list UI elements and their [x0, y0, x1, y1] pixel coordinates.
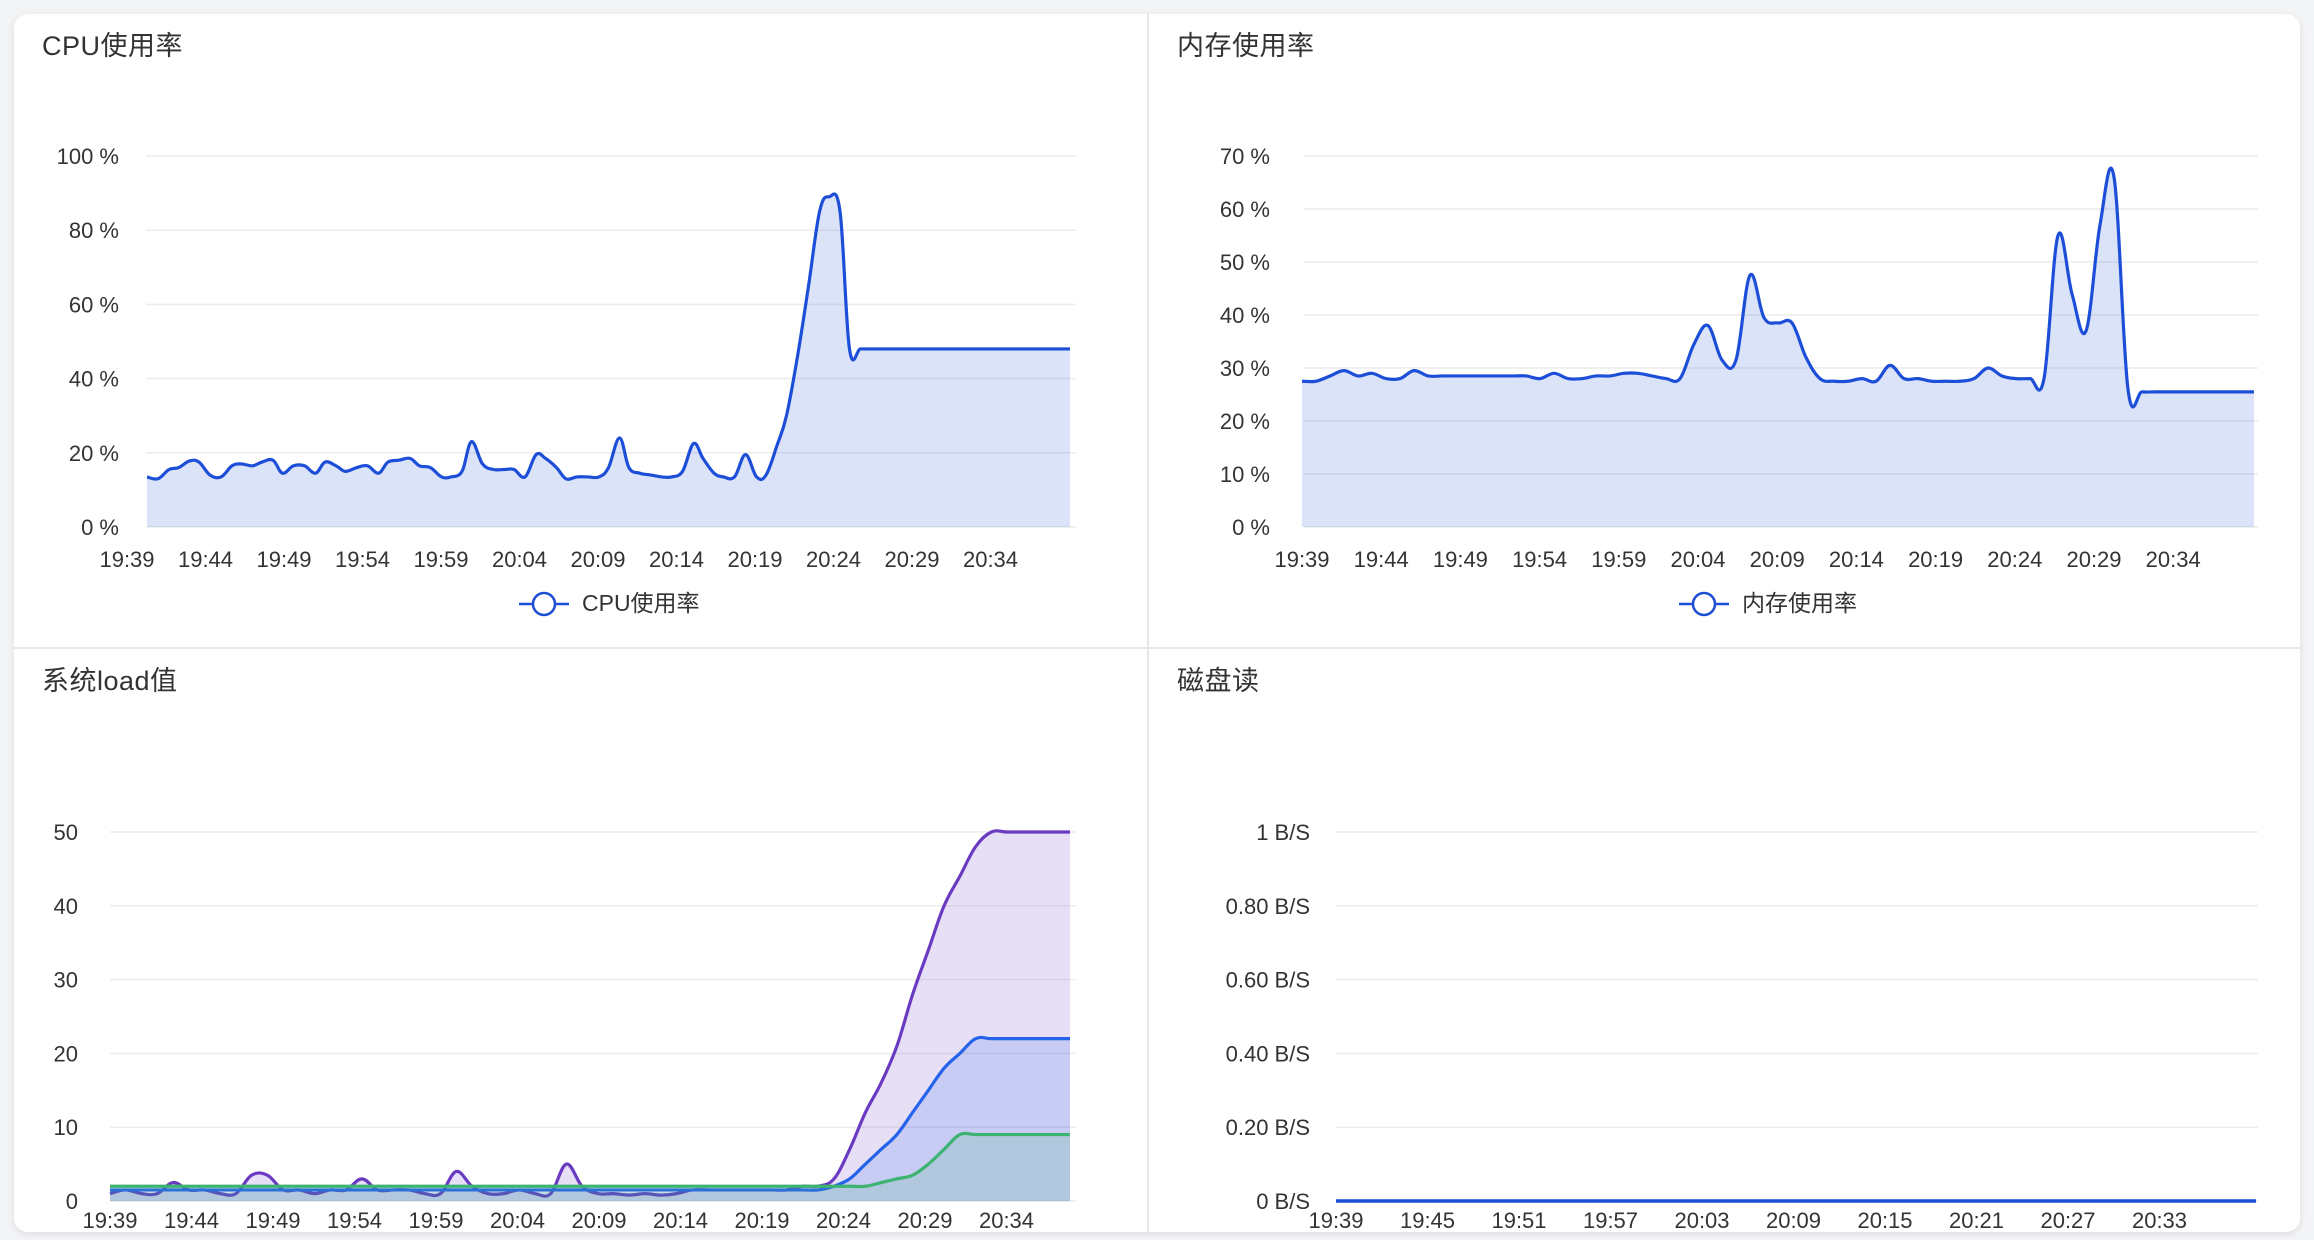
x-tick-label: 19:44	[1354, 547, 1409, 572]
x-tick-label: 19:59	[413, 547, 468, 572]
series-line	[146, 192, 1070, 482]
system-load-panel: 系统load值 0 10 20 30 40 50 19:39 19:44 19:49 19:54 1…	[14, 649, 1149, 1232]
x-tick-label: 19:49	[256, 547, 311, 572]
y-tick-label: 0 B/S	[1256, 1189, 1310, 1214]
y-tick-label: 40 %	[69, 367, 119, 392]
x-tick-label: 19:39	[99, 547, 154, 572]
series-area	[110, 1037, 1070, 1201]
system-load-chart: 0 10 20 30 40 50 19:39 19:44 19:49 19:54 19:59 20:0…	[54, 820, 1076, 1232]
x-tick-label: 20:19	[1908, 547, 1963, 572]
disk-read-chart: 0 B/S 0.20 B/S 0.40 B/S 0.60 B/S 0.80 B/S 1 B…	[1226, 820, 2258, 1232]
x-tick-label: 20:33	[2132, 1208, 2187, 1232]
x-tick-label: 20:34	[963, 547, 1018, 572]
x-tick-label: 19:39	[1274, 547, 1329, 572]
legend-circle-icon	[531, 591, 557, 617]
x-tick-label: 20:19	[734, 1208, 789, 1232]
x-tick-label: 20:04	[1670, 547, 1725, 572]
legend-label: CPU使用率	[582, 590, 700, 616]
y-tick-label: 0 %	[1232, 515, 1270, 540]
panel-title: 磁盘读	[1177, 666, 1260, 696]
panel-title: 系统load值	[42, 666, 178, 696]
memory-usage-chart: 0 % 10 % 20 % 30 % 40 % 50 % 60 % 70 % 19:39 19:4…	[1220, 144, 2258, 617]
y-tick-label: 10	[54, 1115, 78, 1140]
x-tick-label: 20:24	[806, 547, 861, 572]
x-tick-label: 20:15	[1857, 1208, 1912, 1232]
x-tick-label: 20:24	[1987, 547, 2042, 572]
y-tick-label: 100 %	[57, 144, 119, 169]
x-tick-label: 20:09	[1750, 547, 1805, 572]
x-tick-label: 19:57	[1583, 1208, 1638, 1232]
y-tick-label: 50	[54, 820, 78, 845]
y-tick-label: 0 %	[81, 515, 119, 540]
y-tick-label: 20	[54, 1041, 78, 1066]
x-tick-label: 20:14	[653, 1208, 708, 1232]
x-tick-label: 20:34	[979, 1208, 1034, 1232]
monitoring-dashboard: CPU使用率 0 % 20 % 40 % 60 % 80 % 100 % 19:39 19:4…	[14, 14, 2300, 1232]
x-tick-label: 20:09	[571, 1208, 626, 1232]
x-tick-label: 19:39	[82, 1208, 137, 1232]
legend-item[interactable]: 内存使用率	[1679, 590, 1857, 617]
panel-title: 内存使用率	[1177, 31, 1315, 61]
x-tick-label: 20:04	[492, 547, 547, 572]
x-tick-label: 19:49	[245, 1208, 300, 1232]
cpu-usage-panel: CPU使用率 0 % 20 % 40 % 60 % 80 % 100 % 19:39 19:4…	[14, 14, 1149, 649]
x-tick-label: 20:14	[649, 547, 704, 572]
x-tick-label: 19:39	[1308, 1208, 1363, 1232]
x-tick-label: 19:54	[335, 547, 390, 572]
x-tick-label: 20:24	[816, 1208, 871, 1232]
legend-circle-icon	[1691, 591, 1717, 617]
series-area	[1302, 168, 2254, 527]
y-tick-label: 80 %	[69, 218, 119, 243]
x-tick-label: 19:54	[327, 1208, 382, 1232]
x-tick-label: 19:44	[164, 1208, 219, 1232]
x-tick-label: 19:59	[408, 1208, 463, 1232]
x-tick-label: 20:29	[897, 1208, 952, 1232]
series-line	[1301, 166, 2254, 409]
x-tick-label: 19:45	[1400, 1208, 1455, 1232]
cpu-usage-chart: 0 % 20 % 40 % 60 % 80 % 100 % 19:39 19:44 19:49 1…	[57, 144, 1076, 617]
y-tick-label: 20 %	[69, 441, 119, 466]
x-tick-label: 19:44	[178, 547, 233, 572]
y-tick-label: 1 B/S	[1256, 820, 1310, 845]
y-tick-label: 50 %	[1220, 250, 1270, 275]
x-tick-label: 19:51	[1491, 1208, 1546, 1232]
x-tick-label: 20:14	[1829, 547, 1884, 572]
x-tick-label: 19:49	[1433, 547, 1488, 572]
y-tick-label: 10 %	[1220, 462, 1270, 487]
panel-title: CPU使用率	[42, 31, 184, 61]
x-tick-label: 20:04	[490, 1208, 545, 1232]
y-tick-label: 20 %	[1220, 409, 1270, 434]
y-tick-label: 0.80 B/S	[1226, 894, 1310, 919]
x-tick-label: 19:59	[1591, 547, 1646, 572]
x-tick-label: 20:29	[884, 547, 939, 572]
legend-item[interactable]: CPU使用率	[519, 590, 700, 617]
y-tick-label: 70 %	[1220, 144, 1270, 169]
y-tick-label: 30	[54, 968, 78, 993]
y-tick-label: 0.40 B/S	[1226, 1041, 1310, 1066]
x-tick-label: 20:09	[570, 547, 625, 572]
x-tick-label: 20:03	[1674, 1208, 1729, 1232]
series-line	[109, 1035, 1070, 1192]
y-tick-label: 60 %	[1220, 197, 1270, 222]
x-tick-label: 20:29	[2066, 547, 2121, 572]
x-tick-label: 20:34	[2146, 547, 2201, 572]
x-tick-label: 20:19	[727, 547, 782, 572]
y-tick-label: 30 %	[1220, 356, 1270, 381]
series-line	[109, 1131, 1070, 1189]
series-area	[147, 193, 1070, 527]
y-tick-label: 0.60 B/S	[1226, 968, 1310, 993]
y-tick-label: 0.20 B/S	[1226, 1115, 1310, 1140]
x-tick-label: 19:54	[1512, 547, 1567, 572]
y-tick-label: 0	[66, 1189, 78, 1214]
series-area	[110, 830, 1070, 1201]
y-tick-label: 40 %	[1220, 303, 1270, 328]
memory-usage-panel: 内存使用率 0 % 10 % 20 % 30 % 40 % 50 % 60 % 70 % 19:…	[1149, 14, 2300, 649]
x-tick-label: 20:09	[1766, 1208, 1821, 1232]
x-tick-label: 20:21	[1949, 1208, 2004, 1232]
y-tick-label: 60 %	[69, 292, 119, 317]
disk-read-panel: 磁盘读 0 B/S 0.20 B/S 0.40 B/S 0.60 B/S 0.80 B/…	[1149, 649, 2300, 1232]
legend-label: 内存使用率	[1742, 590, 1857, 616]
y-tick-label: 40	[54, 894, 78, 919]
x-tick-label: 20:27	[2040, 1208, 2095, 1232]
